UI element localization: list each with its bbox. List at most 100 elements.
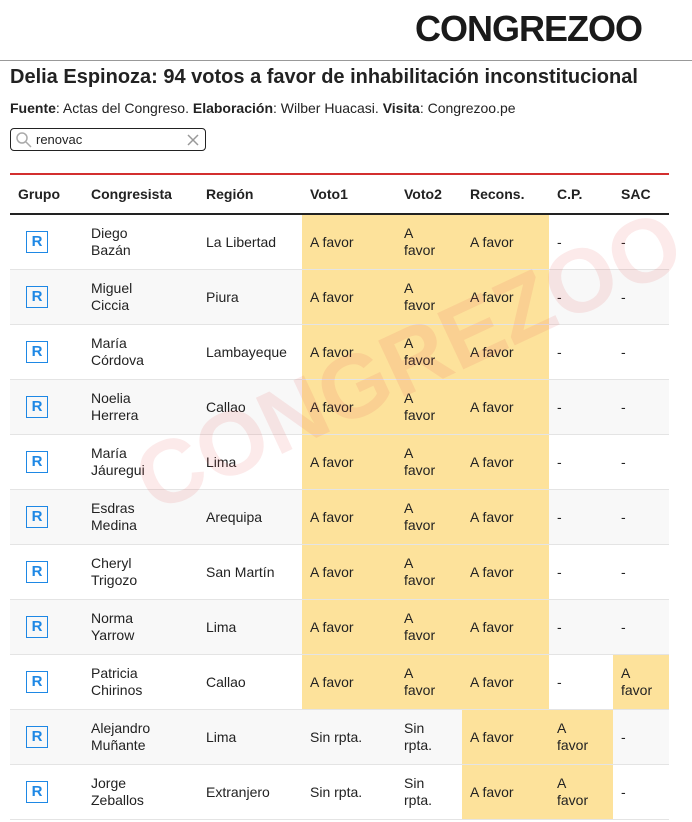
name-cell: Jorge Zeballos <box>83 764 198 820</box>
search-text: renovac <box>36 132 83 147</box>
table-row: R María Jáuregui Lima A favor A favor A favor… <box>10 434 669 490</box>
name-cell: Noelia Herrera <box>83 379 198 435</box>
region-cell: Lima <box>198 434 302 490</box>
group-icon: R <box>26 781 48 803</box>
vote-cell: A favor <box>302 544 396 600</box>
table-row: R Miguel Ciccia Piura A favor A favor A favor… <box>10 269 669 325</box>
name-cell: Diego Bazán <box>83 214 198 270</box>
group-icon: R <box>26 671 48 693</box>
table-row: R Patricia Chirinos Callao A favor A favor A … <box>10 654 669 710</box>
name-cell: Miguel Ciccia <box>83 269 198 325</box>
vote-cell: A favor <box>302 489 396 545</box>
search-box[interactable]: renovac <box>10 128 206 151</box>
group-cell: R <box>10 599 83 655</box>
name-cell: Norma Yarrow <box>83 599 198 655</box>
vote-cell: A favor <box>396 434 462 490</box>
header-row: Grupo Congresista Región Voto1 Voto2 Recons. C… <box>10 174 669 215</box>
vote-cell: A favor <box>302 214 396 270</box>
vote-cell: - <box>613 709 669 765</box>
group-icon: R <box>26 451 48 473</box>
region-cell: Callao <box>198 379 302 435</box>
column-header[interactable]: SAC <box>613 174 669 215</box>
vote-cell: - <box>549 434 613 490</box>
name-cell: Esdras Medina <box>83 489 198 545</box>
logo[interactable]: CONGREZOO <box>415 8 643 49</box>
vote-cell: A favor <box>462 654 549 710</box>
vote-cell: - <box>549 599 613 655</box>
source-text: : Actas del Congreso. <box>55 100 193 116</box>
region-cell: Lima <box>198 599 302 655</box>
vote-cell: A favor <box>302 654 396 710</box>
column-header[interactable]: Recons. <box>462 174 549 215</box>
table-row: R Cheryl Trigozo San Martín A favor A favor A… <box>10 544 669 600</box>
vote-cell: - <box>549 214 613 270</box>
name-cell: María Córdova <box>83 324 198 380</box>
region-cell: La Libertad <box>198 214 302 270</box>
region-cell: Piura <box>198 269 302 325</box>
vote-cell: A favor <box>462 544 549 600</box>
vote-cell: A favor <box>462 434 549 490</box>
vote-cell: A favor <box>462 709 549 765</box>
column-header[interactable]: Región <box>198 174 302 215</box>
group-cell: R <box>10 654 83 710</box>
vote-cell: - <box>549 324 613 380</box>
vote-cell: A favor <box>613 654 669 710</box>
group-cell: R <box>10 434 83 490</box>
vote-cell: - <box>613 764 669 820</box>
vote-cell: - <box>549 489 613 545</box>
vote-cell: - <box>613 489 669 545</box>
group-icon: R <box>26 616 48 638</box>
table-row: R Jorge Zeballos Extranjero Sin rpta. Sin rp… <box>10 764 669 820</box>
vote-cell: Sin rpta. <box>302 709 396 765</box>
group-cell: R <box>10 544 83 600</box>
region-cell: Lima <box>198 709 302 765</box>
vote-cell: A favor <box>396 379 462 435</box>
vote-cell: A favor <box>462 324 549 380</box>
group-cell: R <box>10 379 83 435</box>
name-cell: Cheryl Trigozo <box>83 544 198 600</box>
vote-cell: - <box>613 324 669 380</box>
source-label: Elaboración <box>192 100 273 116</box>
table-row: R Norma Yarrow Lima A favor A favor A favor - - <box>10 599 669 655</box>
vote-cell: A favor <box>302 434 396 490</box>
name-cell: María Jáuregui <box>83 434 198 490</box>
region-cell: Arequipa <box>198 489 302 545</box>
group-cell: R <box>10 269 83 325</box>
group-icon: R <box>26 396 48 418</box>
vote-cell: A favor <box>549 764 613 820</box>
region-cell: Callao <box>198 654 302 710</box>
group-icon: R <box>26 231 48 253</box>
region-cell: Extranjero <box>198 764 302 820</box>
vote-cell: A favor <box>549 709 613 765</box>
name-cell: Alejandro Muñante <box>83 709 198 765</box>
clear-button[interactable] <box>187 134 199 146</box>
vote-cell: - <box>613 269 669 325</box>
vote-cell: A favor <box>396 214 462 270</box>
vote-cell: A favor <box>462 269 549 325</box>
vote-cell: Sin rpta. <box>302 764 396 820</box>
vote-cell: A favor <box>396 489 462 545</box>
source-label: Visita <box>382 100 420 116</box>
column-header[interactable]: Voto1 <box>302 174 396 215</box>
table-row: R Alejandro Muñante Lima Sin rpta. Sin rpta.… <box>10 709 669 765</box>
vote-cell: A favor <box>302 599 396 655</box>
vote-cell: - <box>549 654 613 710</box>
column-header[interactable]: Voto2 <box>396 174 462 215</box>
vote-cell: Sin rpta. <box>396 709 462 765</box>
column-header[interactable]: Congresista <box>83 174 198 215</box>
table-row: R Diego Bazán La Libertad A favor A favor A f… <box>10 214 669 270</box>
vote-cell: Sin rpta. <box>396 764 462 820</box>
vote-cell: A favor <box>302 324 396 380</box>
column-header[interactable]: C.P. <box>549 174 613 215</box>
source-line: Fuente: Actas del Congreso. Elaboración:… <box>10 100 516 116</box>
vote-cell: - <box>613 544 669 600</box>
vote-cell: A favor <box>396 324 462 380</box>
table-row: R Noelia Herrera Callao A favor A favor A fav… <box>10 379 669 435</box>
group-icon: R <box>26 726 48 748</box>
vote-cell: A favor <box>462 214 549 270</box>
region-cell: San Martín <box>198 544 302 600</box>
column-header[interactable]: Grupo <box>10 174 83 215</box>
group-icon: R <box>26 341 48 363</box>
vote-cell: A favor <box>462 489 549 545</box>
vote-cell: A favor <box>462 599 549 655</box>
